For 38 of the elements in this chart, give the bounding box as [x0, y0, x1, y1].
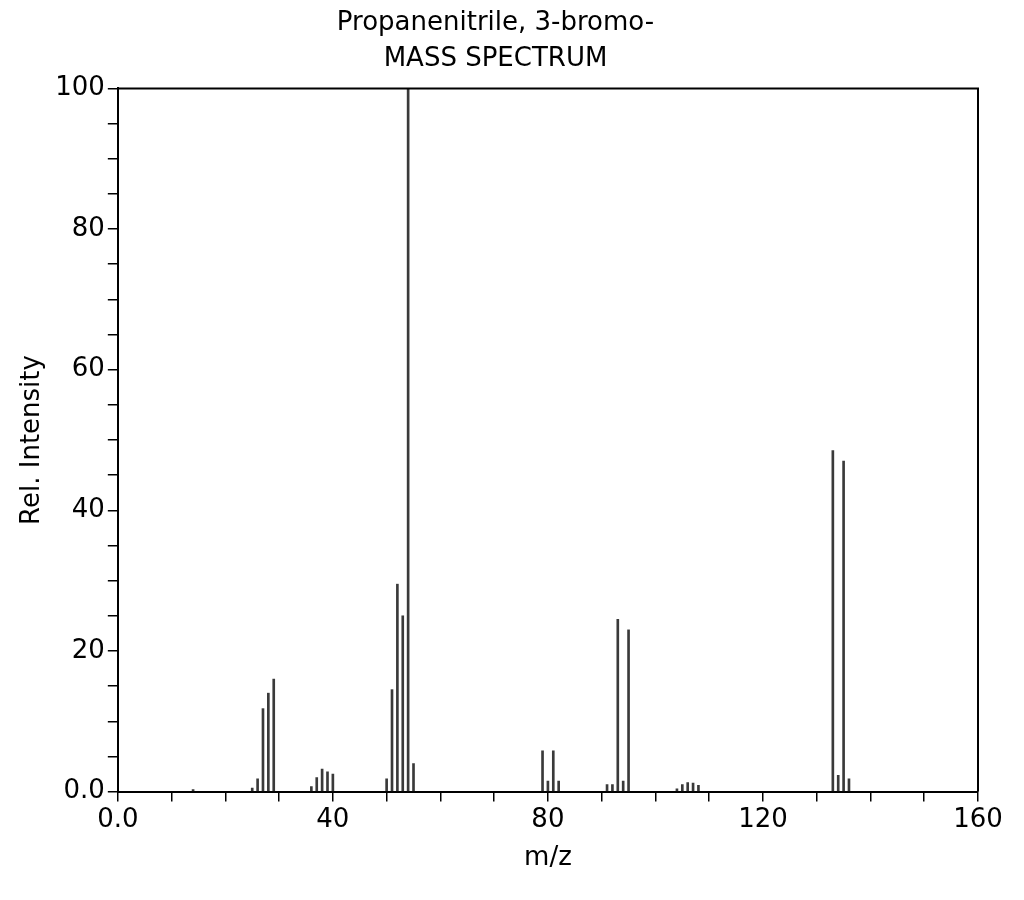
y-tick-label: 80 — [71, 211, 105, 242]
bar — [842, 460, 845, 792]
chart-title: Propanenitrile, 3-bromo- — [336, 6, 655, 37]
bar — [686, 782, 690, 792]
bar — [250, 787, 254, 792]
x-tick-label: 80 — [531, 802, 565, 833]
bar — [310, 786, 313, 792]
bar — [836, 775, 840, 792]
bar — [385, 778, 388, 792]
y-axis-title: Rel. Intensity — [15, 355, 46, 525]
bar — [326, 771, 329, 792]
chart-subtitle: MASS SPECTRUM — [383, 41, 608, 72]
x-tick-label: 40 — [316, 802, 350, 833]
bar — [557, 780, 560, 792]
x-tick-label: 120 — [738, 802, 788, 833]
y-tick-label: 40 — [71, 493, 105, 524]
bar — [256, 778, 259, 792]
x-tick-label: 160 — [953, 802, 1003, 833]
bar — [396, 583, 399, 792]
y-tick-label: 60 — [71, 352, 105, 383]
y-tick-label: 0.0 — [63, 774, 105, 805]
bar — [697, 784, 700, 792]
bar — [412, 763, 415, 792]
bar — [551, 750, 555, 792]
bar — [315, 777, 319, 792]
bar — [272, 678, 276, 792]
bar — [401, 615, 405, 792]
bar — [621, 780, 625, 792]
y-tick-label: 20 — [71, 633, 105, 664]
x-axis-title: m/z — [524, 841, 572, 872]
bar — [627, 629, 630, 792]
bar — [616, 618, 620, 792]
bar — [680, 784, 684, 792]
x-tick-label: 0.0 — [97, 802, 139, 833]
y-tick-label: 100 — [55, 71, 105, 102]
bar — [267, 692, 270, 792]
bar — [541, 750, 544, 792]
bar — [611, 784, 614, 792]
